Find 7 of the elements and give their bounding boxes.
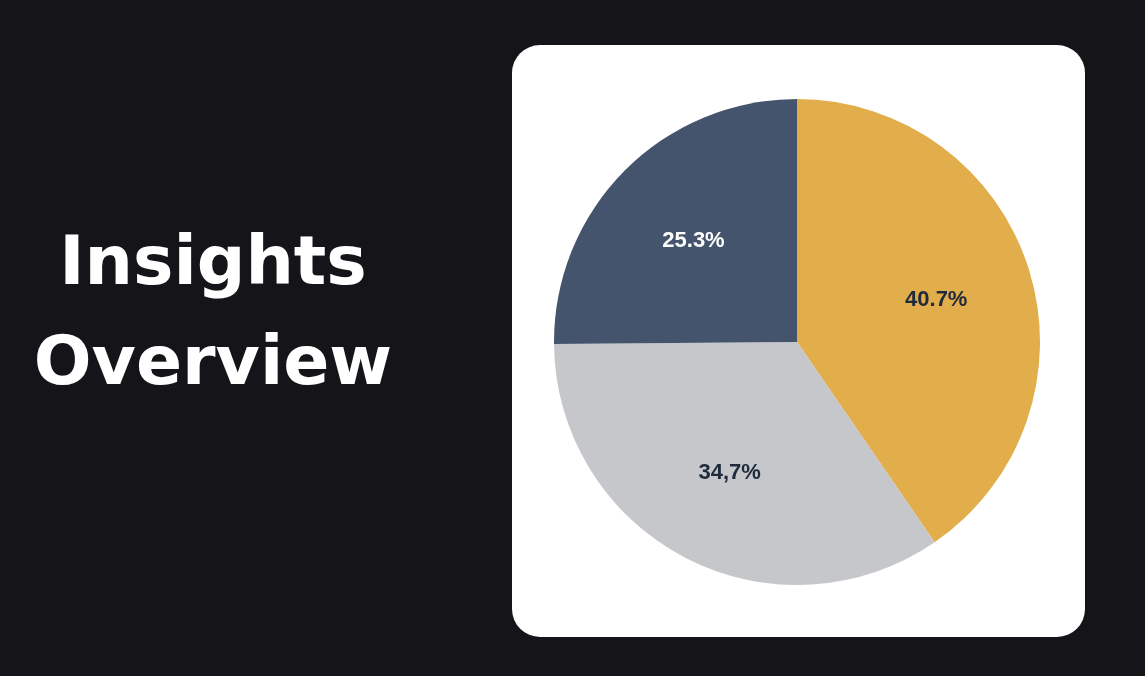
data-label: 40.7% bbox=[905, 286, 968, 312]
pie-slice bbox=[797, 99, 1040, 543]
text: Insights Overview bbox=[33, 221, 393, 400]
pie-slice bbox=[554, 99, 797, 344]
data-label: 25.3% bbox=[662, 226, 725, 252]
pie-slice bbox=[554, 342, 935, 585]
data-label: 34,7% bbox=[698, 458, 761, 484]
